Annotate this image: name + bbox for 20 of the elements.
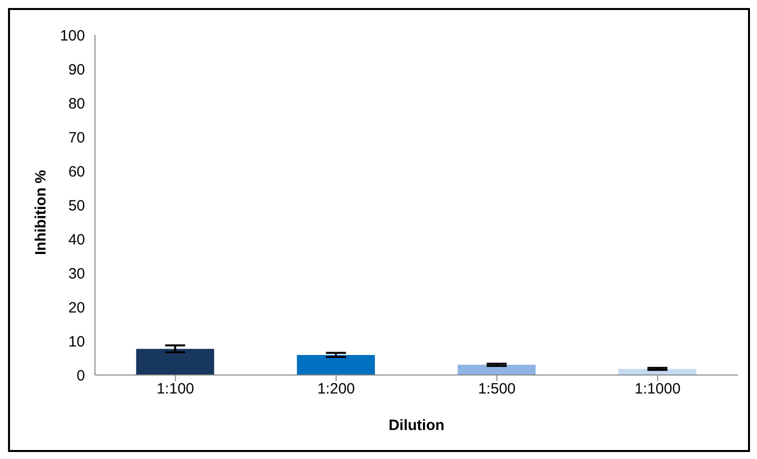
bar — [296, 354, 375, 375]
y-tick-label: 10 — [68, 333, 85, 350]
y-tick-label: 0 — [76, 367, 85, 384]
y-tick-label: 90 — [68, 61, 85, 78]
x-tick-label: 1:500 — [478, 380, 516, 398]
x-tick-label: 1:200 — [317, 380, 355, 398]
y-tick-label: 80 — [68, 95, 85, 112]
y-tick-label: 50 — [68, 197, 85, 214]
x-tick-label: 1:1000 — [634, 380, 681, 398]
y-tick-label: 100 — [60, 27, 85, 44]
bar — [136, 348, 214, 375]
y-tick-label: 40 — [68, 231, 85, 248]
y-tick-label: 70 — [68, 129, 85, 146]
bar — [458, 364, 536, 375]
x-tick-label: 1:100 — [156, 380, 194, 398]
x-axis-title: Dilution — [388, 417, 444, 434]
y-tick-label: 30 — [68, 265, 85, 282]
y-axis-title: Inhibition % — [32, 170, 50, 255]
y-tick-label: 60 — [68, 163, 85, 180]
y-tick-label: 20 — [68, 299, 85, 316]
